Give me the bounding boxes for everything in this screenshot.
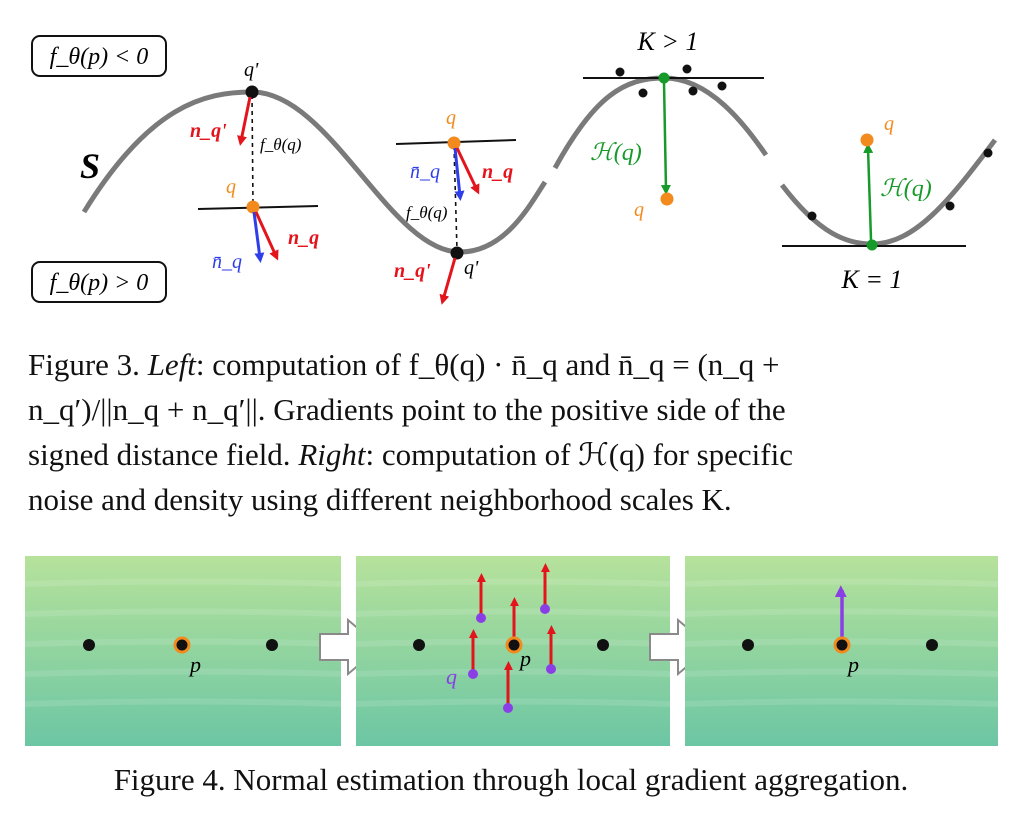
panel-2: p q — [355, 556, 671, 746]
neighbor-point — [413, 639, 425, 651]
panel-3: p — [684, 556, 999, 746]
q-point-3 — [660, 192, 674, 206]
caption-3-line-3: signed distance field. Right: computatio… — [28, 432, 1000, 477]
n-q-label-1: n_q — [288, 227, 319, 249]
sample-point — [476, 613, 486, 623]
q-point-4 — [860, 133, 874, 147]
distance-dashed-line-1 — [251, 94, 254, 206]
h-label-2: ℋ(q) — [880, 176, 932, 202]
neighbor-point — [638, 88, 648, 98]
sample-point — [540, 604, 550, 614]
q-label-2: q — [446, 107, 456, 129]
f-theta-label-1: f_θ(q) — [260, 135, 302, 154]
left-surface-curve — [81, 89, 548, 255]
neighbor-point — [717, 81, 727, 91]
sample-point — [468, 669, 478, 679]
box-negative-label: f_θ(p) < 0 — [50, 44, 149, 70]
n-bar-label-1: n̄_q — [212, 251, 242, 273]
k-equal-label: K = 1 — [841, 265, 903, 294]
panel-1: p — [24, 556, 342, 746]
q-point-2 — [447, 136, 461, 150]
caption-3-line-4: noise and density using different neighb… — [28, 482, 732, 517]
neighbor-point — [945, 201, 955, 211]
caption-3-right-word: Right — [298, 437, 366, 472]
n-bar-label-2: n̄_q — [410, 161, 440, 183]
q-prime-label-2: q' — [464, 257, 479, 279]
surface-foot-point — [866, 239, 878, 251]
neighbor-point — [83, 639, 95, 651]
f-theta-label-2: f_θ(q) — [406, 203, 448, 222]
n-bar-arrow-1 — [252, 211, 265, 263]
h-arrow-2 — [863, 143, 874, 241]
n-q-label-2: n_q — [482, 161, 513, 183]
distance-dashed-line-2 — [453, 145, 458, 251]
neighbor-point — [742, 639, 754, 651]
query-point-p — [505, 636, 523, 654]
neighbor-point — [615, 67, 625, 77]
figure-3-diagram: f_θ(p) < 0 f_θ(p) > 0 S q' n_q' f_θ(q) q… — [31, 27, 997, 305]
q-label-fig4: q — [446, 664, 457, 689]
q-label-1: q — [226, 176, 236, 198]
q-label-4: q — [884, 113, 894, 135]
q-prime-label-1: q' — [244, 59, 259, 81]
q-prime-point-2 — [450, 246, 464, 260]
sample-point — [546, 664, 556, 674]
n-q-arrow-1 — [254, 211, 279, 261]
n-q-prime-arrow-1 — [237, 96, 252, 146]
caption-3-left-word: Left — [147, 347, 196, 382]
sample-point — [503, 703, 513, 713]
surface-label: S — [80, 146, 100, 186]
n-q-prime-arrow-2 — [439, 257, 457, 305]
q-point-1 — [246, 200, 260, 214]
box-positive-side: f_θ(p) > 0 — [31, 261, 167, 303]
box-negative-side: f_θ(p) < 0 — [31, 35, 167, 77]
surface-foot-point — [658, 72, 670, 84]
n-bar-arrow-2 — [453, 147, 465, 201]
h-label-1: ℋ(q) — [590, 140, 642, 166]
query-point-p — [833, 636, 851, 654]
neighbor-point — [926, 639, 938, 651]
caption-3-line-3a: signed distance field. — [28, 437, 291, 472]
p-label-1: p — [188, 652, 201, 677]
neighbor-point — [266, 639, 278, 651]
right-surface-curve — [552, 75, 769, 170]
n-q-arrow-2 — [455, 147, 480, 195]
figure-3-caption: Figure 3. Left: computation of f_θ(q) · … — [28, 342, 1000, 522]
neighbor-point — [597, 639, 609, 651]
n-q-prime-label-1: n_q' — [190, 120, 227, 142]
p-label-2: p — [518, 646, 531, 671]
q-prime-point-1 — [245, 85, 259, 99]
caption-3-line-3b: : computation of ℋ(q) for specific — [365, 437, 793, 472]
p-label-3: p — [846, 652, 859, 677]
n-q-prime-label-2: n_q' — [394, 260, 431, 282]
query-point-p — [173, 636, 191, 654]
k-greater-label: K > 1 — [637, 27, 699, 56]
neighbor-point — [807, 211, 817, 221]
neighbor-point — [688, 86, 698, 96]
neighbor-point — [983, 148, 993, 158]
figure-4-diagram: p p q p — [24, 556, 999, 746]
caption-3-line-1: Figure 3. Left: computation of f_θ(q) · … — [28, 342, 1000, 387]
caption-3-line-2: n_q′)/||n_q + n_q′||. Gradients point to… — [28, 392, 786, 427]
box-positive-label: f_θ(p) > 0 — [50, 270, 149, 296]
q-label-3: q — [634, 199, 644, 221]
neighbor-point — [682, 64, 692, 74]
caption-3-line-1-text: : computation of f_θ(q) · n̄_q and n̄_q … — [195, 347, 780, 382]
figure-4-caption: Figure 4. Normal estimation through loca… — [113, 762, 909, 797]
caption-3-label: Figure 3. — [28, 347, 140, 382]
h-arrow-1 — [660, 81, 671, 195]
